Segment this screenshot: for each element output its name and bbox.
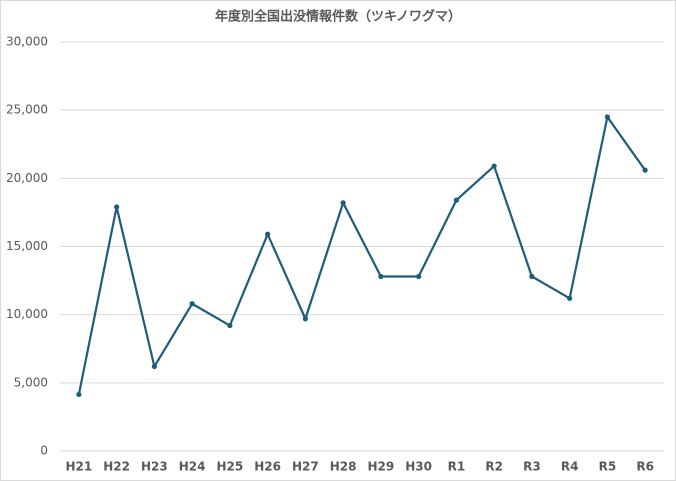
- x-tick-label: H22: [103, 460, 130, 474]
- marker: [340, 200, 346, 206]
- x-tick-label: H24: [179, 460, 206, 474]
- x-tick-label: H28: [330, 460, 357, 474]
- x-tick-label: R4: [561, 460, 579, 474]
- y-tick-label: 25,000: [6, 103, 48, 117]
- marker: [265, 231, 271, 237]
- y-tick-label: 20,000: [6, 171, 48, 185]
- x-tick-label: H21: [66, 460, 93, 474]
- y-tick-label: 30,000: [6, 35, 48, 49]
- x-tick-label: R1: [448, 460, 466, 474]
- y-tick-label: 10,000: [6, 307, 48, 321]
- marker: [567, 295, 573, 301]
- marker: [604, 114, 610, 120]
- x-tick-label: H30: [405, 460, 432, 474]
- marker: [151, 363, 157, 370]
- marker: [114, 204, 120, 210]
- marker: [227, 322, 233, 329]
- marker: [491, 163, 497, 169]
- x-tick-label: R6: [636, 460, 654, 474]
- x-tick-label: R3: [523, 460, 541, 474]
- y-tick-label: 5,000: [14, 375, 48, 389]
- y-tick-label: 0: [40, 444, 48, 458]
- marker: [189, 301, 195, 307]
- marker: [76, 391, 82, 398]
- x-tick-label: H23: [141, 460, 168, 474]
- marker: [378, 273, 384, 280]
- y-tick-label: 15,000: [6, 239, 48, 253]
- x-tick-label: H26: [254, 460, 281, 474]
- chart-title: 年度別全国出没情報件数（ツキノワグマ）: [215, 9, 461, 25]
- x-tick-label: H29: [368, 460, 395, 474]
- marker: [416, 273, 422, 280]
- x-tick-label: H27: [292, 460, 319, 474]
- marker: [302, 316, 308, 322]
- x-tick-label: R2: [485, 460, 503, 474]
- x-tick-label: H25: [217, 460, 244, 474]
- marker: [642, 167, 648, 173]
- marker: [453, 197, 459, 203]
- x-tick-label: R5: [599, 460, 617, 474]
- marker: [529, 273, 535, 280]
- line: [77, 114, 647, 395]
